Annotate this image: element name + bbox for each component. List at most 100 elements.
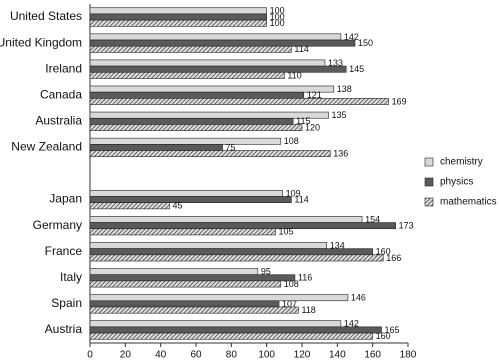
bar: [89, 294, 349, 302]
legend-label: chemistry: [440, 157, 483, 168]
bar: [89, 268, 259, 276]
value-label: 136: [333, 148, 348, 158]
x-tick-label: 20: [120, 350, 132, 361]
value-label: 100: [270, 6, 285, 16]
x-tick-label: 60: [190, 350, 202, 361]
bar: [89, 124, 303, 131]
bar: [89, 248, 373, 256]
bar: [89, 150, 331, 158]
bar: [89, 98, 389, 105]
value-label: 133: [328, 58, 343, 68]
value-label: 114: [294, 44, 308, 54]
value-label: 160: [376, 331, 391, 341]
bar: [89, 202, 170, 210]
x-tick-label: 0: [87, 350, 93, 361]
x-tick-label: 80: [226, 350, 238, 361]
bar: [89, 274, 296, 282]
x-tick-label: 40: [155, 350, 167, 361]
value-label: 108: [284, 279, 299, 289]
category-label: Canada: [40, 87, 82, 101]
bar: [89, 196, 292, 203]
bar: [89, 45, 292, 53]
category-label: New Zealand: [11, 140, 82, 154]
value-label: 120: [305, 122, 320, 132]
bar: [89, 300, 280, 308]
value-label: 100: [270, 12, 285, 22]
value-label: 135: [332, 110, 347, 120]
legend-label: physics: [440, 177, 473, 188]
value-label: 115: [296, 116, 310, 126]
value-label: 118: [301, 305, 315, 315]
category-label: Australia: [35, 114, 82, 128]
bar: [89, 242, 328, 249]
value-label: 160: [376, 247, 391, 257]
legend-swatch: [424, 177, 434, 187]
value-label: 107: [282, 299, 297, 309]
value-label: 154: [365, 214, 380, 224]
category-label: United States: [10, 9, 82, 23]
x-tick-label: 100: [258, 350, 275, 361]
bar: [89, 254, 384, 262]
value-label: 114: [294, 194, 308, 204]
bar: [89, 111, 329, 119]
value-label: 173: [399, 221, 414, 231]
value-label: 134: [330, 240, 345, 250]
value-label: 169: [392, 96, 407, 106]
value-label: 146: [351, 293, 366, 303]
value-label: 110: [287, 70, 301, 80]
bar: [89, 137, 282, 145]
bar: [89, 13, 267, 21]
value-label: 95: [261, 266, 271, 276]
bar: [89, 71, 285, 79]
bar: [89, 216, 363, 223]
bar: [89, 189, 283, 197]
value-label: 142: [344, 32, 359, 42]
category-label: Ireland: [45, 61, 82, 75]
bar: [89, 320, 342, 328]
category-label: Austria: [45, 322, 83, 336]
value-label: 150: [358, 38, 373, 48]
value-label: 108: [284, 136, 299, 146]
value-label: 138: [337, 84, 352, 94]
bar: [89, 228, 276, 236]
value-label: 142: [344, 319, 359, 329]
legend-swatch: [424, 157, 434, 167]
value-label: 100: [270, 18, 285, 28]
category-label: Italy: [60, 270, 82, 284]
bar: [89, 65, 347, 73]
value-label: 121: [307, 90, 322, 100]
bar: [89, 7, 267, 15]
bar: [89, 117, 294, 125]
bar: [89, 19, 267, 27]
x-tick-label: 180: [400, 350, 417, 361]
category-label: Japan: [49, 192, 82, 206]
bar: [89, 306, 299, 314]
bar: [89, 39, 356, 47]
legend-label: mathematics: [440, 197, 497, 208]
value-label: 75: [226, 142, 236, 152]
x-tick-label: 140: [329, 350, 346, 361]
value-label: 165: [385, 325, 400, 335]
bar: [89, 59, 326, 67]
bar: [89, 85, 335, 93]
value-label: 166: [386, 253, 401, 263]
value-label: 109: [286, 188, 301, 198]
value-label: 45: [173, 201, 183, 211]
bar: [89, 33, 342, 41]
bar: [89, 326, 382, 334]
bar: [89, 144, 223, 151]
bar: [89, 280, 282, 288]
category-label: France: [45, 244, 83, 258]
bar: [89, 91, 305, 99]
x-tick-label: 120: [294, 350, 311, 361]
legend-swatch: [424, 197, 434, 207]
category-label: Germany: [33, 218, 82, 232]
value-label: 105: [279, 227, 294, 237]
value-label: 116: [298, 273, 312, 283]
bar: [89, 222, 396, 230]
category-label: Spain: [51, 296, 82, 310]
x-tick-label: 160: [364, 350, 381, 361]
bar: [89, 332, 373, 340]
category-label: United Kingdom: [0, 35, 82, 49]
